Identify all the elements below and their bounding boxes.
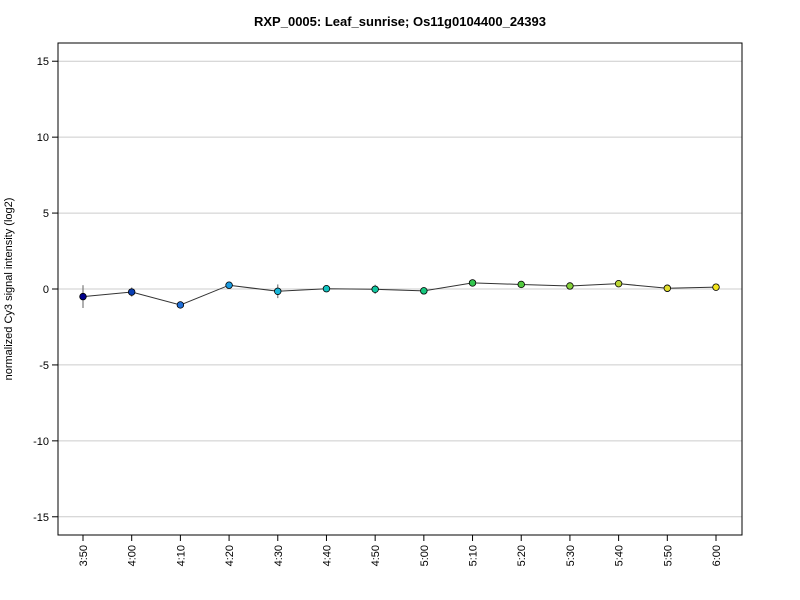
data-point [79, 292, 87, 301]
x-tick-label: 4:00 [127, 545, 139, 566]
y-tick-label: -15 [33, 512, 49, 524]
x-tick-label: 4:20 [224, 545, 236, 566]
y-tick-label: 5 [43, 208, 49, 220]
data-point [566, 282, 574, 290]
data-point [176, 301, 185, 309]
y-axis-label: normalized Cy3 signal intensity (log2) [3, 198, 15, 381]
series [79, 279, 720, 309]
data-point [127, 288, 136, 296]
y-tick-label: 10 [37, 132, 49, 144]
data-point [322, 284, 331, 293]
x-tick-label: 4:30 [273, 545, 285, 566]
x-axis: 3:50 4:00 4:10 4:20 4:30 4:40 4:50 5:00 5:10 5:20… [78, 534, 723, 566]
x-tick-label: 5:50 [662, 545, 674, 566]
x-tick-label: 5:00 [419, 545, 431, 566]
y-tick-label: 0 [43, 284, 49, 296]
data-point [468, 279, 477, 287]
y-axis: -15 -10 -5 0 5 10 15 [33, 56, 58, 524]
x-tick-label: 3:50 [78, 545, 90, 566]
chart-title: RXP_0005: Leaf_sunrise; Os11g0104400_243… [254, 14, 546, 29]
data-point [225, 281, 233, 289]
x-tick-label: 4:10 [175, 545, 187, 566]
gridlines [58, 60, 742, 518]
data-point [614, 279, 623, 288]
data-point [712, 283, 720, 291]
data-point [371, 285, 379, 294]
data-point [517, 280, 525, 289]
x-tick-label: 5:40 [614, 545, 626, 566]
x-tick-label: 5:20 [516, 545, 528, 566]
y-tick-label: -10 [33, 436, 49, 448]
data-point [663, 284, 672, 292]
y-tick-label: 15 [37, 56, 49, 68]
x-tick-label: 4:40 [321, 545, 333, 566]
x-tick-label: 4:50 [370, 545, 382, 566]
data-point [274, 287, 282, 295]
series-line [82, 282, 717, 306]
y-tick-label: -5 [39, 360, 49, 372]
x-tick-label: 6:00 [711, 545, 723, 566]
x-tick-label: 5:30 [565, 545, 577, 566]
data-point [420, 287, 428, 295]
x-tick-label: 5:10 [468, 545, 480, 566]
